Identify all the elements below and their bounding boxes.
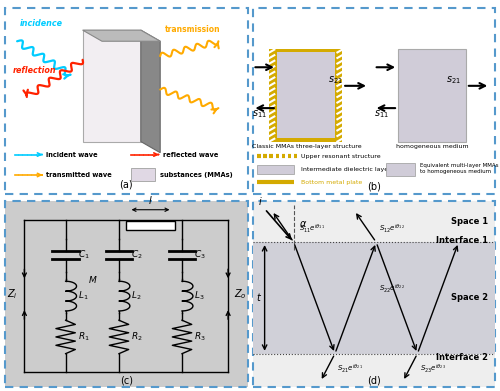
Text: incidence: incidence [20, 20, 62, 29]
Bar [258, 165, 294, 174]
Text: reflection: reflection [12, 66, 56, 75]
Text: $Z_i$: $Z_i$ [7, 287, 18, 301]
Text: Equivalent multi-layer MMAs
to homogeneous medium: Equivalent multi-layer MMAs to homogeneo… [420, 163, 498, 174]
Text: (d): (d) [367, 375, 380, 385]
Bar [131, 169, 156, 181]
Bar [252, 242, 495, 353]
Text: Bottom metal plate: Bottom metal plate [301, 180, 362, 185]
Text: $L_1$: $L_1$ [78, 290, 88, 302]
Text: t: t [256, 293, 260, 303]
Text: homogeneous medium: homogeneous medium [396, 144, 468, 149]
Text: $L_3$: $L_3$ [194, 290, 204, 302]
Bar [386, 163, 415, 176]
Text: $S_{12}e^{i\theta_{12}}$: $S_{12}e^{i\theta_{12}}$ [378, 222, 404, 235]
FancyBboxPatch shape [270, 48, 342, 142]
Text: transmitted wave: transmitted wave [46, 172, 112, 178]
Text: substances (MMAs): substances (MMAs) [160, 172, 233, 178]
Text: Interface 1: Interface 1 [436, 236, 488, 245]
Text: Upper resonant structure: Upper resonant structure [301, 154, 380, 159]
Text: $C_3$: $C_3$ [194, 249, 206, 262]
Polygon shape [82, 30, 141, 142]
Text: Intermediate dielectric layer: Intermediate dielectric layer [301, 167, 391, 172]
Text: $C_2$: $C_2$ [131, 249, 143, 262]
Text: $S_{11}e^{i\theta_{11}}$: $S_{11}e^{i\theta_{11}}$ [298, 222, 324, 235]
Text: $M$: $M$ [88, 274, 97, 285]
Text: i: i [258, 197, 261, 207]
Text: $S_{23}e^{i\theta_{23}}$: $S_{23}e^{i\theta_{23}}$ [420, 363, 446, 375]
Text: (c): (c) [120, 375, 133, 385]
Text: Classic MMAs three-layer structure: Classic MMAs three-layer structure [252, 144, 362, 149]
Bar [277, 52, 335, 138]
Text: $s_{11}$: $s_{11}$ [374, 108, 389, 120]
Polygon shape [141, 30, 160, 152]
Text: $s_{21}$: $s_{21}$ [446, 74, 462, 86]
Text: $Z_o$: $Z_o$ [234, 287, 246, 301]
Text: $S_{22}e^{i\theta_{22}}$: $S_{22}e^{i\theta_{22}}$ [378, 282, 404, 295]
Bar [398, 48, 466, 142]
Text: transmission: transmission [165, 25, 220, 34]
Text: $L_2$: $L_2$ [131, 290, 141, 302]
Text: Space 1: Space 1 [450, 217, 488, 226]
Text: $s_{11}$: $s_{11}$ [252, 108, 268, 120]
Text: $\alpha$: $\alpha$ [298, 219, 307, 229]
Text: Interface 2: Interface 2 [436, 353, 488, 362]
Text: reflected wave: reflected wave [162, 152, 218, 158]
Text: $l$: $l$ [148, 194, 153, 206]
Text: $s_{21}$: $s_{21}$ [328, 74, 342, 86]
Bar [126, 221, 175, 230]
Polygon shape [82, 30, 160, 41]
Text: (a): (a) [120, 180, 133, 190]
Text: $C_1$: $C_1$ [78, 249, 90, 262]
Text: Space 2: Space 2 [450, 293, 488, 303]
Text: $S_{21}e^{i\theta_{21}}$: $S_{21}e^{i\theta_{21}}$ [338, 363, 363, 375]
Text: $R_3$: $R_3$ [194, 331, 206, 343]
Text: (b): (b) [367, 182, 380, 192]
Text: $R_1$: $R_1$ [78, 331, 90, 343]
Text: $R_2$: $R_2$ [131, 331, 143, 343]
Text: incident wave: incident wave [46, 152, 98, 158]
